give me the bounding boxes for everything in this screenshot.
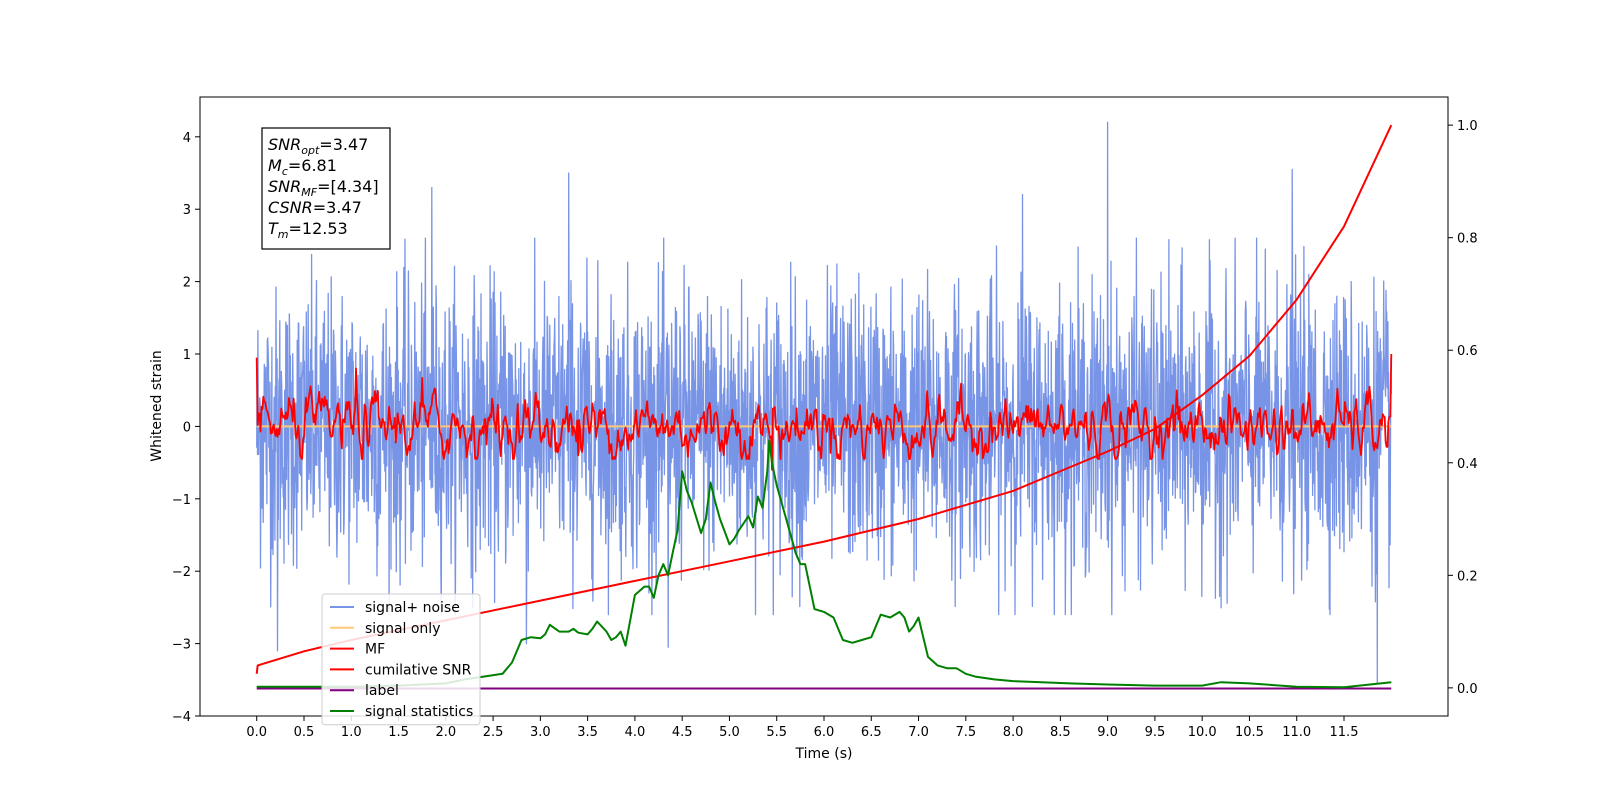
y-axis-title: Whitened strain [149, 350, 165, 461]
x-tick-label: 1.0 [341, 725, 362, 740]
x-tick-label: 8.5 [1050, 725, 1071, 740]
legend-label: signal only [365, 621, 440, 637]
x-tick-label: 2.0 [435, 725, 456, 740]
y-tick-label: 2 [183, 276, 191, 291]
x-tick-label: 3.5 [577, 725, 598, 740]
legend-label: label [365, 683, 399, 699]
series-mf [255, 353, 1393, 471]
y-tick-label: −1 [172, 493, 191, 508]
legend-label: signal statistics [365, 704, 473, 720]
x-tick-label: 5.0 [719, 725, 740, 740]
legend-label: MF [365, 642, 385, 658]
x-tick-label: 2.5 [483, 725, 504, 740]
x-axis: 0.0 0.5 1.0 1.5 2.0 2.5 3.0 3.5 4.0 4.5 5.0 5.5 6.0 6… [246, 716, 1358, 740]
series-signal-statistics [256, 439, 1392, 689]
x-tick-label: 11.0 [1282, 725, 1311, 740]
y2-tick-label: 0.0 [1457, 682, 1478, 697]
y-tick-label: −3 [172, 638, 191, 653]
x-tick-label: 10.5 [1235, 725, 1264, 740]
info-line: CSNR=3.47 [268, 198, 362, 217]
x-tick-label: 7.5 [955, 725, 976, 740]
x-tick-label: 6.5 [861, 725, 882, 740]
info-line: SNRopt=3.47 [268, 135, 368, 157]
y2-tick-label: 0.6 [1457, 344, 1478, 359]
x-tick-label: 11.5 [1330, 725, 1359, 740]
info-line: Mc=6.81 [268, 156, 337, 178]
x-axis-title: Time (s) [795, 746, 853, 762]
y2-tick-label: 0.8 [1457, 232, 1478, 247]
x-tick-label: 9.5 [1145, 725, 1166, 740]
x-tick-label: 6.0 [814, 725, 835, 740]
x-tick-label: 3.0 [530, 725, 551, 740]
legend-frame [321, 593, 481, 726]
x-tick-label: 4.5 [672, 725, 693, 740]
y-tick-label: 0 [183, 420, 191, 435]
y-tick-label: 3 [183, 203, 191, 218]
y-tick-label: 4 [183, 131, 191, 146]
y2-tick-label: 0.4 [1457, 457, 1478, 472]
y-axis-right: 0.0 0.2 0.4 0.6 0.8 1.0 [1448, 119, 1478, 697]
x-tick-label: 9.0 [1097, 725, 1118, 740]
info-box-frame [261, 127, 391, 250]
x-tick-label: 5.5 [766, 725, 787, 740]
info-line: SNRMF=[4.34] [268, 177, 379, 199]
x-tick-label: 8.0 [1003, 725, 1024, 740]
x-tick-label: 10.0 [1188, 725, 1217, 740]
legend-label: cumilative SNR [365, 662, 472, 678]
x-tick-label: 1.5 [388, 725, 409, 740]
info-line: Tm=12.53 [268, 219, 348, 241]
x-tick-label: 0.0 [246, 725, 267, 740]
y-tick-label: −2 [172, 565, 191, 580]
y-tick-label: −4 [172, 710, 191, 725]
legend-label: signal+ noise [365, 600, 460, 616]
y2-tick-label: 0.2 [1457, 569, 1478, 584]
x-tick-label: 0.5 [294, 725, 315, 740]
x-tick-label: 7.0 [908, 725, 929, 740]
x-tick-label: 4.0 [625, 725, 646, 740]
y2-tick-label: 1.0 [1457, 119, 1478, 134]
y-tick-label: 1 [183, 348, 191, 363]
y-axis-left: −4 −3 −2 −1 0 1 2 3 4 [172, 131, 200, 725]
legend: signal+ noise signal only MF cumilative SNR… [321, 593, 481, 726]
